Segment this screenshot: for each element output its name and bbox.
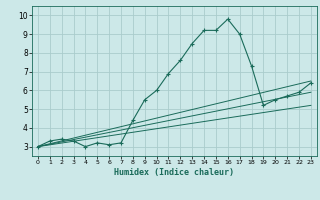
X-axis label: Humidex (Indice chaleur): Humidex (Indice chaleur) [115,168,234,177]
